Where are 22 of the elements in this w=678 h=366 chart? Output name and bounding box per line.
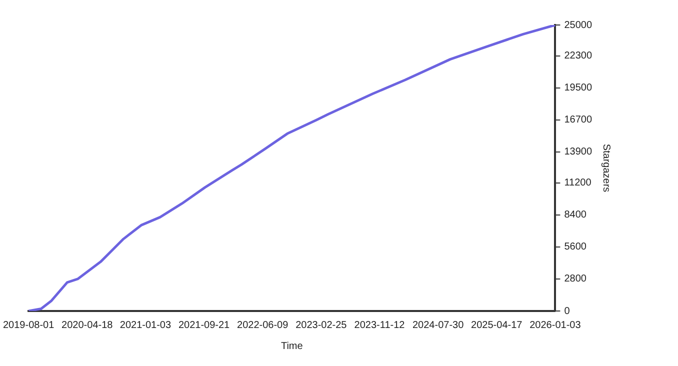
- x-tick-label: 2024-07-30: [412, 320, 464, 331]
- x-tick-label: 2026-01-03: [530, 320, 582, 331]
- y-axis-title: Stargazers: [600, 144, 612, 192]
- y-tick-label: 0: [564, 306, 570, 317]
- y-tick-label: 8400: [564, 210, 587, 221]
- x-tick-label: 2021-01-03: [120, 320, 172, 331]
- x-axis-title: Time: [280, 340, 304, 352]
- y-tick-label: 2800: [564, 274, 587, 285]
- y-tick-label: 16700: [564, 114, 592, 126]
- y-tick-label: 11200: [564, 178, 592, 189]
- y-tick-label: 5600: [564, 242, 587, 253]
- x-tick-label: 2023-11-12: [354, 320, 406, 331]
- y-tick-label: 25000: [564, 20, 592, 31]
- x-tick-label: 2023-02-25: [296, 320, 348, 331]
- y-tick-label: 19500: [564, 82, 592, 94]
- x-tick-label: 2019-08-01: [3, 320, 55, 331]
- y-tick-label: 22300: [564, 50, 592, 62]
- x-tick-label: 2022-06-09: [237, 320, 289, 331]
- x-tick-label: 2021-09-21: [178, 320, 230, 331]
- x-tick-label: 2025-04-17: [471, 320, 523, 331]
- x-tick-label: 2020-04-18: [62, 320, 114, 331]
- y-tick-label: 13900: [564, 146, 592, 158]
